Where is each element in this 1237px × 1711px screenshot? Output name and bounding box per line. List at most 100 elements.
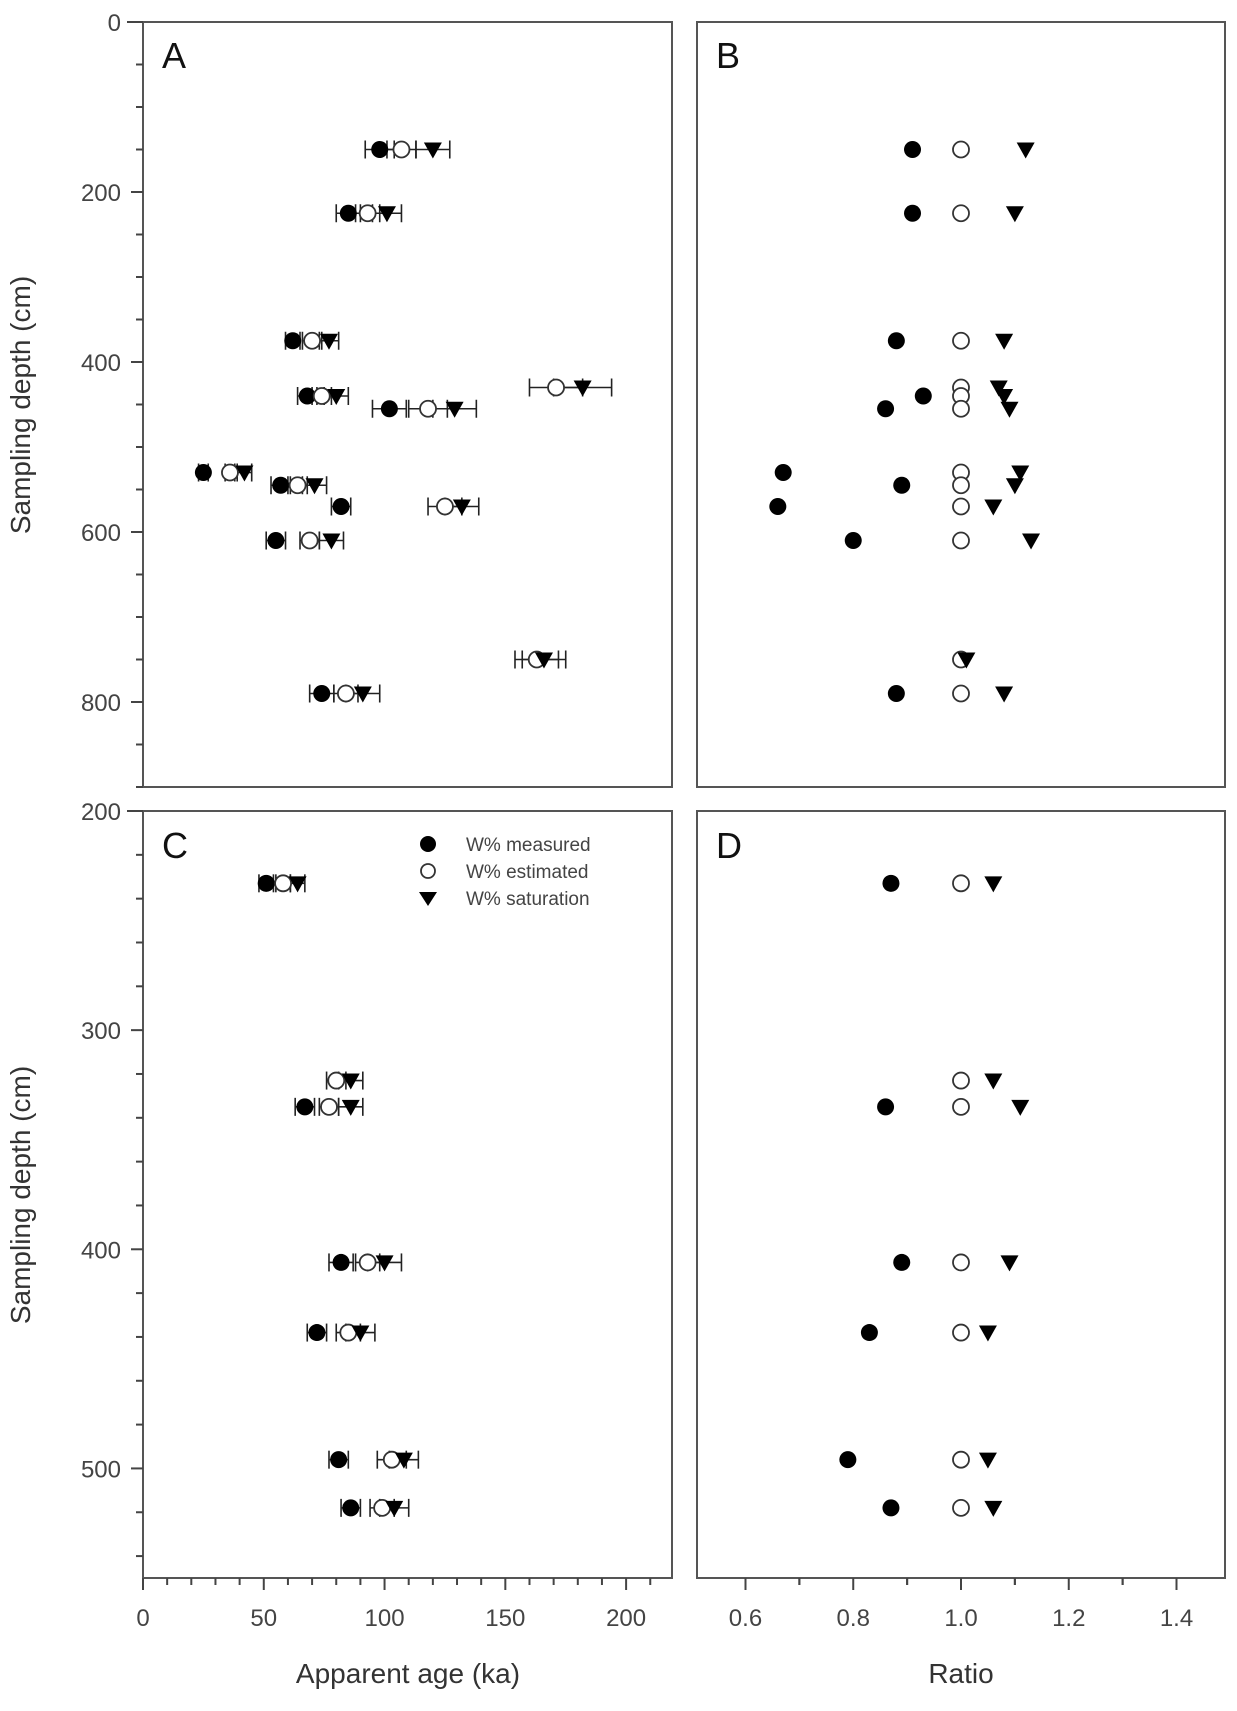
point-measured: [914, 387, 932, 405]
point-estimated: [952, 476, 970, 495]
point-estimated: [952, 531, 970, 550]
point-measured: [839, 1451, 857, 1469]
point-estimated: [327, 1071, 346, 1090]
point-estimated: [547, 378, 565, 397]
y-tick-label: 400: [81, 1237, 121, 1264]
point-saturation: [319, 333, 338, 350]
panel-letter-c: C: [162, 825, 188, 866]
point-estimated: [952, 684, 970, 703]
point-estimated: [952, 1323, 970, 1342]
point-estimated: [419, 399, 437, 418]
point-measured: [272, 476, 290, 494]
point-measured: [893, 1253, 911, 1271]
point-measured: [893, 476, 911, 494]
point-saturation: [995, 686, 1014, 703]
point-estimated: [952, 1097, 970, 1116]
x-axis-title-ratio: Ratio: [928, 1658, 993, 1689]
point-measured: [882, 874, 900, 892]
point-measured: [194, 464, 212, 481]
plot-frame-c: [142, 810, 673, 1579]
point-saturation: [423, 142, 442, 159]
point-estimated: [358, 1253, 377, 1272]
point-measured: [371, 141, 389, 158]
panel-letter-a: A: [162, 35, 186, 76]
panel-b: [696, 21, 1226, 788]
point-estimated: [952, 1071, 970, 1090]
point-estimated: [312, 387, 331, 405]
point-measured: [904, 204, 922, 222]
point-saturation: [984, 1073, 1003, 1090]
x-tick-label: 100: [365, 1605, 405, 1632]
point-measured: [332, 498, 350, 515]
y-tick-label: 300: [81, 1018, 121, 1045]
point-estimated: [952, 331, 970, 350]
point-saturation: [978, 1452, 997, 1469]
point-measured: [887, 685, 905, 702]
point-saturation: [1011, 465, 1030, 482]
y-tick-label: 200: [81, 799, 121, 826]
point-measured: [298, 387, 316, 405]
y-axis-title-top: Sampling depth (cm): [5, 276, 36, 534]
point-measured: [877, 1098, 895, 1116]
y-tick-label: 600: [81, 520, 121, 547]
legend-marker-saturation: [419, 892, 437, 906]
point-saturation: [1022, 533, 1041, 550]
x-tick-label: 0: [136, 1605, 149, 1632]
y-tick-label: 0: [108, 10, 121, 37]
point-estimated: [952, 399, 970, 418]
x-tick-label: 150: [485, 1605, 525, 1632]
y-tick-label: 800: [81, 690, 121, 717]
point-estimated: [952, 1253, 970, 1272]
x-tick-label: 1.4: [1160, 1605, 1193, 1632]
point-saturation: [305, 478, 324, 495]
point-saturation: [1011, 1099, 1030, 1116]
point-estimated: [952, 874, 970, 893]
point-saturation: [353, 686, 372, 703]
point-saturation: [573, 380, 592, 397]
point-measured: [769, 498, 787, 515]
x-tick-label: 0.6: [729, 1605, 762, 1632]
legend-label-measured: W% measured: [466, 835, 591, 856]
point-saturation: [1016, 142, 1035, 159]
x-tick-label: 1.2: [1052, 1605, 1085, 1632]
point-estimated: [300, 531, 319, 550]
point-measured: [342, 1499, 360, 1517]
point-saturation: [341, 1073, 360, 1090]
panel-letter-d: D: [716, 825, 742, 866]
point-saturation: [322, 533, 341, 550]
point-measured: [330, 1451, 348, 1469]
point-estimated: [952, 140, 970, 159]
point-measured: [380, 400, 398, 418]
point-saturation: [445, 401, 464, 418]
point-saturation: [984, 1500, 1003, 1517]
point-measured: [308, 1324, 326, 1342]
y-axis-title-bottom: Sampling depth (cm): [5, 1066, 36, 1324]
point-estimated: [952, 204, 970, 223]
point-measured: [774, 464, 792, 481]
point-saturation: [995, 389, 1014, 405]
point-measured: [313, 685, 331, 702]
plot-frame-b: [696, 21, 1226, 788]
point-measured: [860, 1324, 878, 1342]
point-measured: [296, 1098, 314, 1116]
point-saturation: [978, 1325, 997, 1342]
point-estimated: [320, 1097, 338, 1116]
legend-marker-measured: [420, 836, 436, 852]
point-measured: [844, 532, 862, 549]
point-measured: [339, 204, 357, 222]
point-measured: [904, 141, 922, 158]
point-saturation: [984, 876, 1003, 893]
point-saturation: [995, 333, 1014, 350]
plot-frame-a: [142, 21, 673, 788]
point-measured: [887, 332, 905, 350]
y-tick-label: 200: [81, 180, 121, 207]
point-saturation: [534, 652, 553, 669]
point-saturation: [377, 206, 396, 223]
point-estimated: [358, 204, 377, 223]
panel-c: 200 300 400 500 0 50 100 150 200: [81, 799, 673, 1632]
point-measured: [877, 400, 895, 418]
x-tick-label: 50: [250, 1605, 277, 1632]
legend: W% measured W% estimated W% saturation: [419, 835, 591, 910]
panel-d: 0.6 0.8 1.0 1.2 1.4: [696, 810, 1226, 1632]
